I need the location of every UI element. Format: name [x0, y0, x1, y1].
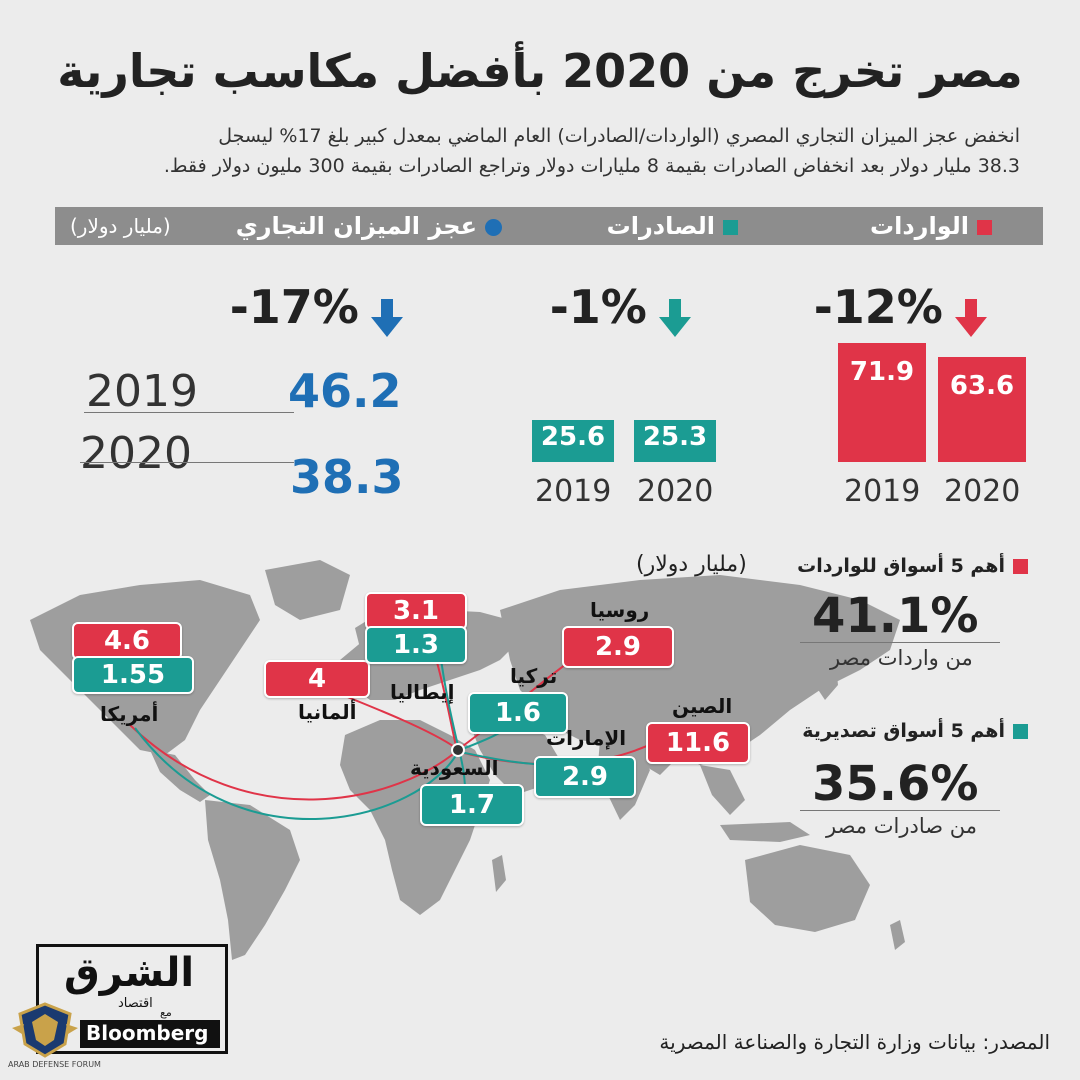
- logo-partner-bar: [80, 1020, 220, 1048]
- subtitle-line-2: 38.3 مليار دولار بعد انخفاض الصادرات بقي…: [163, 155, 1020, 177]
- logo-brand: الشرق: [64, 950, 195, 996]
- page-title: مصر تخرج من 2020 بأفضل مكاسب تجارية: [57, 44, 1023, 98]
- deficit-value-2019: 46.2: [288, 364, 402, 418]
- logo-partner: Bloomberg: [86, 1021, 209, 1045]
- saudi-exports-tag: 1.7: [420, 784, 524, 826]
- deficit-year-2019: 2019: [86, 366, 198, 417]
- exports-legend-square-icon: [1013, 724, 1028, 739]
- russia-label: روسيا: [590, 598, 650, 622]
- imports-year-2020: 2020: [944, 474, 1021, 509]
- deficit-header-label: عجز الميزان التجاري: [235, 212, 477, 240]
- imports-header-label: الواردات: [870, 212, 969, 240]
- deficit-year-2020: 2020: [80, 428, 192, 479]
- forum-emblem-icon: [12, 1002, 78, 1058]
- china-label: الصين: [672, 694, 733, 718]
- deficit-value-2020: 38.3: [290, 450, 404, 504]
- china-imports-tag: 11.6: [646, 722, 750, 764]
- exports-share-divider: [800, 810, 1000, 811]
- logo-with: مع: [160, 1006, 172, 1019]
- subtitle-line-1: انخفض عجز الميزان التجاري المصري (الوارد…: [218, 125, 1020, 147]
- germany-imports-tag: 4: [264, 660, 370, 698]
- exports-legend: أهم 5 أسواق تصديرية: [802, 720, 1028, 742]
- source-label: المصدر: بيانات وزارة التجارة والصناعة ال…: [659, 1030, 1050, 1054]
- deficit-header: عجز الميزان التجاري: [236, 207, 502, 245]
- watermark-text: ARAB DEFENSE FORUM: [8, 1060, 101, 1069]
- imports-down-arrow-icon: [955, 298, 987, 337]
- imports-legend-label: أهم 5 أسواق للواردات: [797, 555, 1005, 577]
- deficit-change: -17%: [230, 280, 404, 341]
- deficit-divider-2019: [84, 412, 294, 413]
- imports-year-2019: 2019: [844, 474, 921, 509]
- exports-bar-2019: 25.6: [532, 420, 614, 462]
- logo-frame: [36, 944, 228, 1054]
- exports-header: الصادرات: [607, 207, 738, 245]
- imports-share-divider: [800, 642, 1000, 643]
- turkey-exports-tag: 1.6: [468, 692, 568, 734]
- exports-year-2019: 2019: [535, 474, 612, 509]
- imports-header: الواردات: [870, 207, 992, 245]
- usa-imports-tag: 4.6: [72, 622, 182, 660]
- section-header-bar: [55, 207, 1043, 245]
- uae-exports-tag: 2.9: [534, 756, 636, 798]
- map-unit-label: (مليار دولار): [636, 552, 747, 577]
- italy-imports-tag: 3.1: [365, 592, 467, 630]
- imports-change-value: -12%: [813, 280, 943, 334]
- germany-label: ألمانيا: [298, 700, 357, 724]
- exports-change: -1%: [550, 280, 692, 341]
- exports-down-arrow-icon: [659, 298, 691, 337]
- saudi-label: السعودية: [410, 756, 499, 780]
- imports-share-value: 41.1%: [812, 588, 979, 644]
- uae-label: الإمارات: [546, 726, 627, 750]
- italy-exports-tag: 1.3: [365, 626, 467, 664]
- russia-imports-tag: 2.9: [562, 626, 674, 668]
- exports-year-2020: 2020: [637, 474, 714, 509]
- exports-change-value: -1%: [549, 280, 647, 334]
- exports-header-label: الصادرات: [606, 212, 715, 240]
- exports-legend-label: أهم 5 أسواق تصديرية: [802, 720, 1005, 742]
- deficit-divider-2020: [80, 462, 294, 463]
- imports-bar-2020: 63.6: [938, 357, 1026, 462]
- turkey-label: تركيا: [510, 664, 558, 688]
- imports-legend-square-icon: [1013, 559, 1028, 574]
- exports-value-2019: 25.6: [540, 422, 606, 452]
- imports-value-2019: 71.9: [849, 357, 915, 387]
- imports-bar-2019: 71.9: [838, 343, 926, 462]
- exports-value-2020: 25.3: [642, 422, 708, 452]
- deficit-down-arrow-icon: [371, 298, 403, 337]
- exports-square-icon: [723, 219, 738, 235]
- imports-change: -12%: [814, 280, 988, 341]
- imports-square-icon: [977, 219, 992, 235]
- exports-bar-2020: 25.3: [634, 420, 716, 462]
- usa-label: أمريكا: [100, 702, 159, 726]
- unit-header-label: (مليار دولار): [70, 214, 171, 238]
- italy-label: إيطاليا: [390, 680, 455, 704]
- usa-exports-tag: 1.55: [72, 656, 194, 694]
- imports-legend: أهم 5 أسواق للواردات: [797, 555, 1028, 577]
- exports-share-label: من صادرات مصر: [826, 814, 977, 838]
- deficit-dot-icon: [485, 218, 502, 236]
- logo-sub: اقتصاد: [118, 996, 153, 1011]
- deficit-change-value: -17%: [229, 280, 359, 334]
- exports-share-value: 35.6%: [812, 756, 979, 812]
- imports-value-2020: 63.6: [949, 371, 1015, 401]
- imports-share-label: من واردات مصر: [830, 646, 973, 670]
